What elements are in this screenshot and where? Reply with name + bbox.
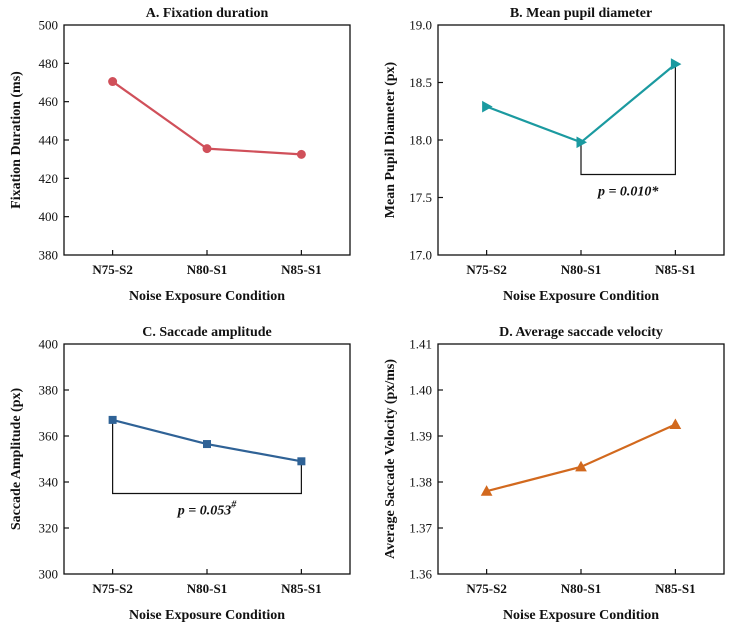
data-point: [202, 144, 212, 154]
data-point: [297, 457, 306, 466]
panel-a-frame: [63, 24, 351, 256]
panel-b-title: B. Mean pupil diameter: [510, 6, 652, 21]
data-point: [203, 440, 211, 449]
data-point: [670, 58, 682, 70]
panel-c: C. Saccade amplitude 300 320 340 360 380 400 N7…: [9, 325, 351, 623]
series-line: [111, 80, 302, 156]
panel-c-title: C. Saccade amplitude: [142, 325, 272, 340]
y-tick-label: 320: [39, 521, 59, 536]
y-tick-label: 18.0: [409, 133, 432, 148]
significance-label: p = 0.010*: [597, 185, 659, 200]
x-tick-label: N85-S1: [281, 262, 321, 277]
y-tick-label: 440: [39, 133, 59, 148]
data-point: [108, 77, 118, 87]
y-tick-label: 500: [39, 18, 59, 33]
panel-d-frame: [437, 343, 725, 575]
panel-c-frame: [63, 343, 351, 575]
x-tick-label: N75-S2: [466, 262, 506, 277]
x-axis-label: Noise Exposure Condition: [503, 608, 659, 623]
y-axis-label: Average Saccade Velocity (px/ms): [383, 359, 398, 559]
data-point: [296, 149, 306, 159]
x-tick-label: N80-S1: [561, 262, 601, 277]
y-axis-label: Mean Pupil Diameter (px): [383, 61, 398, 218]
y-tick-label: 380: [39, 383, 59, 398]
y-tick-label: 460: [39, 94, 59, 109]
y-axis-label: Saccade Amplitude (px): [9, 387, 24, 530]
significance-label: p = 0.053#: [177, 500, 237, 519]
p-value-symbol: #: [230, 500, 237, 511]
data-point: [575, 460, 587, 472]
y-tick-label: 18.5: [409, 75, 432, 90]
y-tick-label: 1.39: [409, 429, 432, 444]
x-tick-label: N80-S1: [187, 581, 227, 596]
x-tick-label: N85-S1: [281, 581, 321, 596]
x-tick-label: N85-S1: [655, 581, 695, 596]
y-tick-label: 380: [39, 248, 59, 263]
p-value: p = 0.053: [177, 504, 231, 519]
y-tick-label: 1.40: [409, 383, 432, 398]
y-tick-label: 1.41: [409, 337, 432, 352]
series-line: [486, 423, 676, 493]
y-tick-label: 1.38: [409, 475, 432, 490]
x-axis-label: Noise Exposure Condition: [129, 289, 285, 304]
y-tick-label: 17.5: [409, 190, 432, 205]
x-tick-label: N80-S1: [187, 262, 227, 277]
panel-a: A. Fixation duration 380 400 420 440 460 480 50…: [9, 6, 351, 304]
panel-a-title: A. Fixation duration: [146, 6, 269, 21]
y-tick-label: 300: [39, 567, 59, 582]
y-tick-label: 400: [39, 337, 59, 352]
x-tick-label: N75-S2: [466, 581, 506, 596]
y-tick-label: 420: [39, 171, 59, 186]
data-point: [108, 415, 117, 424]
x-tick-label: N75-S2: [92, 262, 132, 277]
y-tick-label: 19.0: [409, 18, 432, 33]
panel-d: D. Average saccade velocity 1.36 1.37 1.38 1…: [383, 325, 725, 623]
p-value: p = 0.010*: [597, 185, 659, 200]
data-point: [482, 100, 493, 113]
y-tick-label: 1.36: [409, 567, 432, 582]
panel-d-title: D. Average saccade velocity: [499, 325, 663, 340]
data-point: [669, 418, 682, 429]
y-axis-label: Fixation Duration (ms): [9, 71, 24, 209]
y-tick-label: 17.0: [409, 248, 432, 263]
significance-bracket: [580, 64, 676, 176]
x-tick-label: N75-S2: [92, 581, 132, 596]
x-axis-label: Noise Exposure Condition: [503, 289, 659, 304]
x-tick-label: N85-S1: [655, 262, 695, 277]
series-line: [486, 63, 677, 144]
x-tick-label: N80-S1: [561, 581, 601, 596]
data-point: [576, 136, 588, 149]
data-point: [480, 485, 493, 496]
y-tick-label: 340: [39, 475, 59, 490]
y-tick-label: 480: [39, 56, 59, 71]
y-tick-label: 400: [39, 209, 59, 224]
panel-b: B. Mean pupil diameter 17.0 17.5 18.0 18.5 19…: [383, 6, 725, 304]
y-tick-label: 360: [39, 429, 59, 444]
y-tick-label: 1.37: [409, 521, 432, 536]
significance-bracket: [112, 419, 302, 495]
x-axis-label: Noise Exposure Condition: [129, 608, 285, 623]
